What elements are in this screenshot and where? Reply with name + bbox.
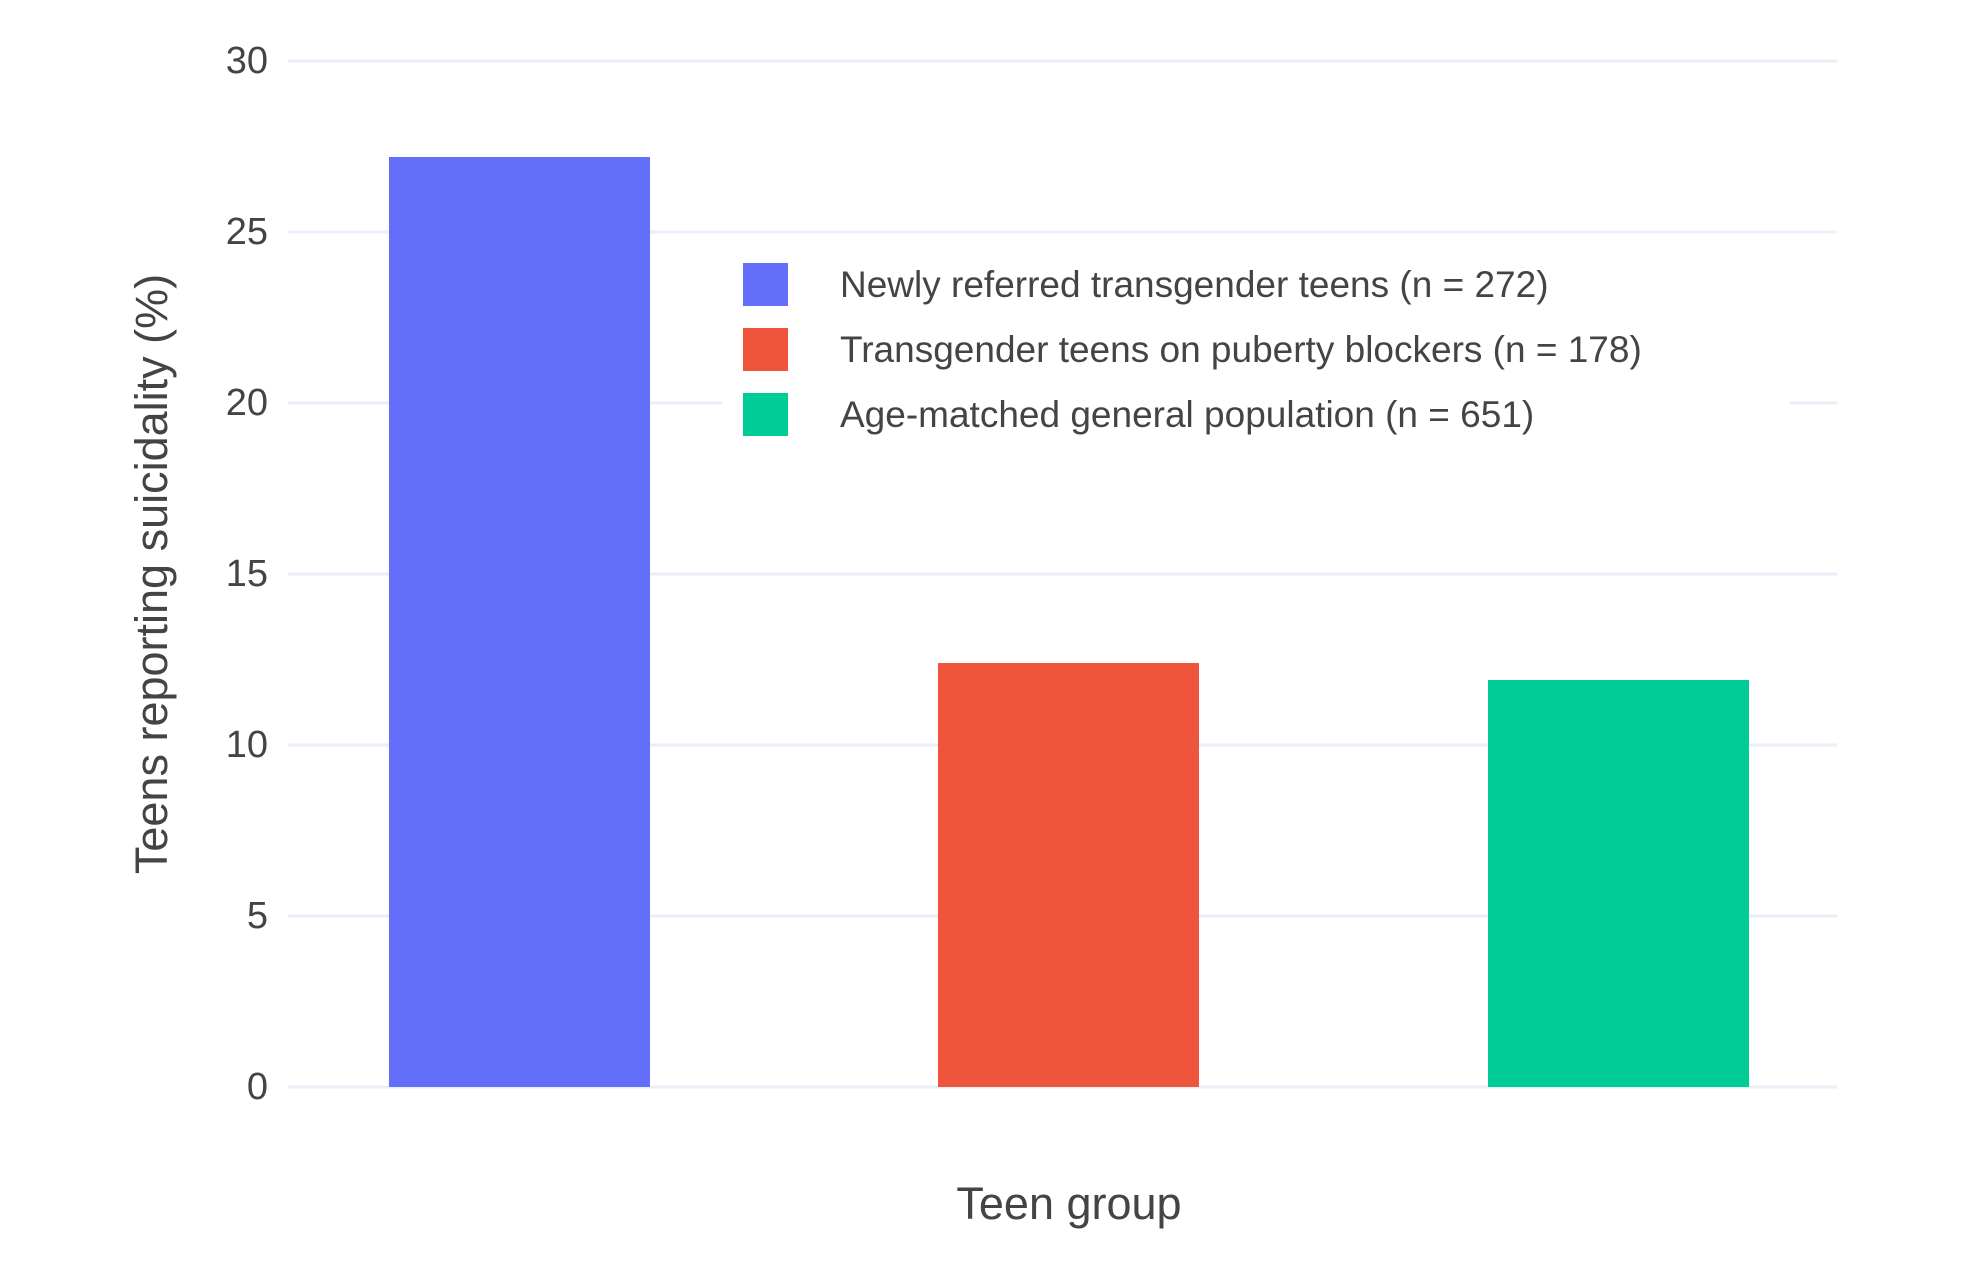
legend-item-newly-referred-transgender-teens-n-272[interactable]: Newly referred transgender teens (n = 27… bbox=[722, 252, 1790, 317]
bar-transgender-teens-on-puberty-blockers-n-178[interactable] bbox=[938, 662, 1200, 1087]
legend-label: Age-matched general population (n = 651) bbox=[840, 394, 1535, 435]
y-tick-label: 15 bbox=[225, 553, 268, 595]
gridline-30 bbox=[288, 59, 1837, 63]
bar-age-matched-general-population-n-651[interactable] bbox=[1487, 680, 1749, 1087]
y-tick-label: 30 bbox=[225, 40, 268, 82]
legend-swatch-icon bbox=[743, 393, 788, 436]
bar-newly-referred-transgender-teens-n-272[interactable] bbox=[389, 156, 651, 1087]
legend-item-transgender-teens-on-puberty-blockers-n-178[interactable]: Transgender teens on puberty blockers (n… bbox=[722, 317, 1790, 382]
y-tick-label: 25 bbox=[225, 211, 268, 253]
x-axis-title: Teen group bbox=[956, 1178, 1182, 1229]
y-axis-title: Teens reporting suicidality (%) bbox=[126, 273, 177, 875]
y-tick-label: 20 bbox=[225, 382, 268, 424]
y-tick-label: 5 bbox=[246, 895, 268, 937]
gridline-15 bbox=[288, 572, 1837, 576]
y-tick-label: 0 bbox=[246, 1066, 268, 1108]
gridline-25 bbox=[288, 230, 1837, 234]
legend-swatch-icon bbox=[743, 328, 788, 371]
gridline-0 bbox=[288, 1085, 1837, 1089]
legend-swatch-icon bbox=[743, 263, 788, 306]
legend-item-age-matched-general-population-n-651[interactable]: Age-matched general population (n = 651) bbox=[722, 382, 1790, 447]
y-tick-label: 10 bbox=[225, 724, 268, 766]
legend-label: Newly referred transgender teens (n = 27… bbox=[840, 264, 1549, 305]
legend-label: Transgender teens on puberty blockers (n… bbox=[840, 329, 1642, 370]
legend: Newly referred transgender teens (n = 27… bbox=[722, 246, 1790, 453]
